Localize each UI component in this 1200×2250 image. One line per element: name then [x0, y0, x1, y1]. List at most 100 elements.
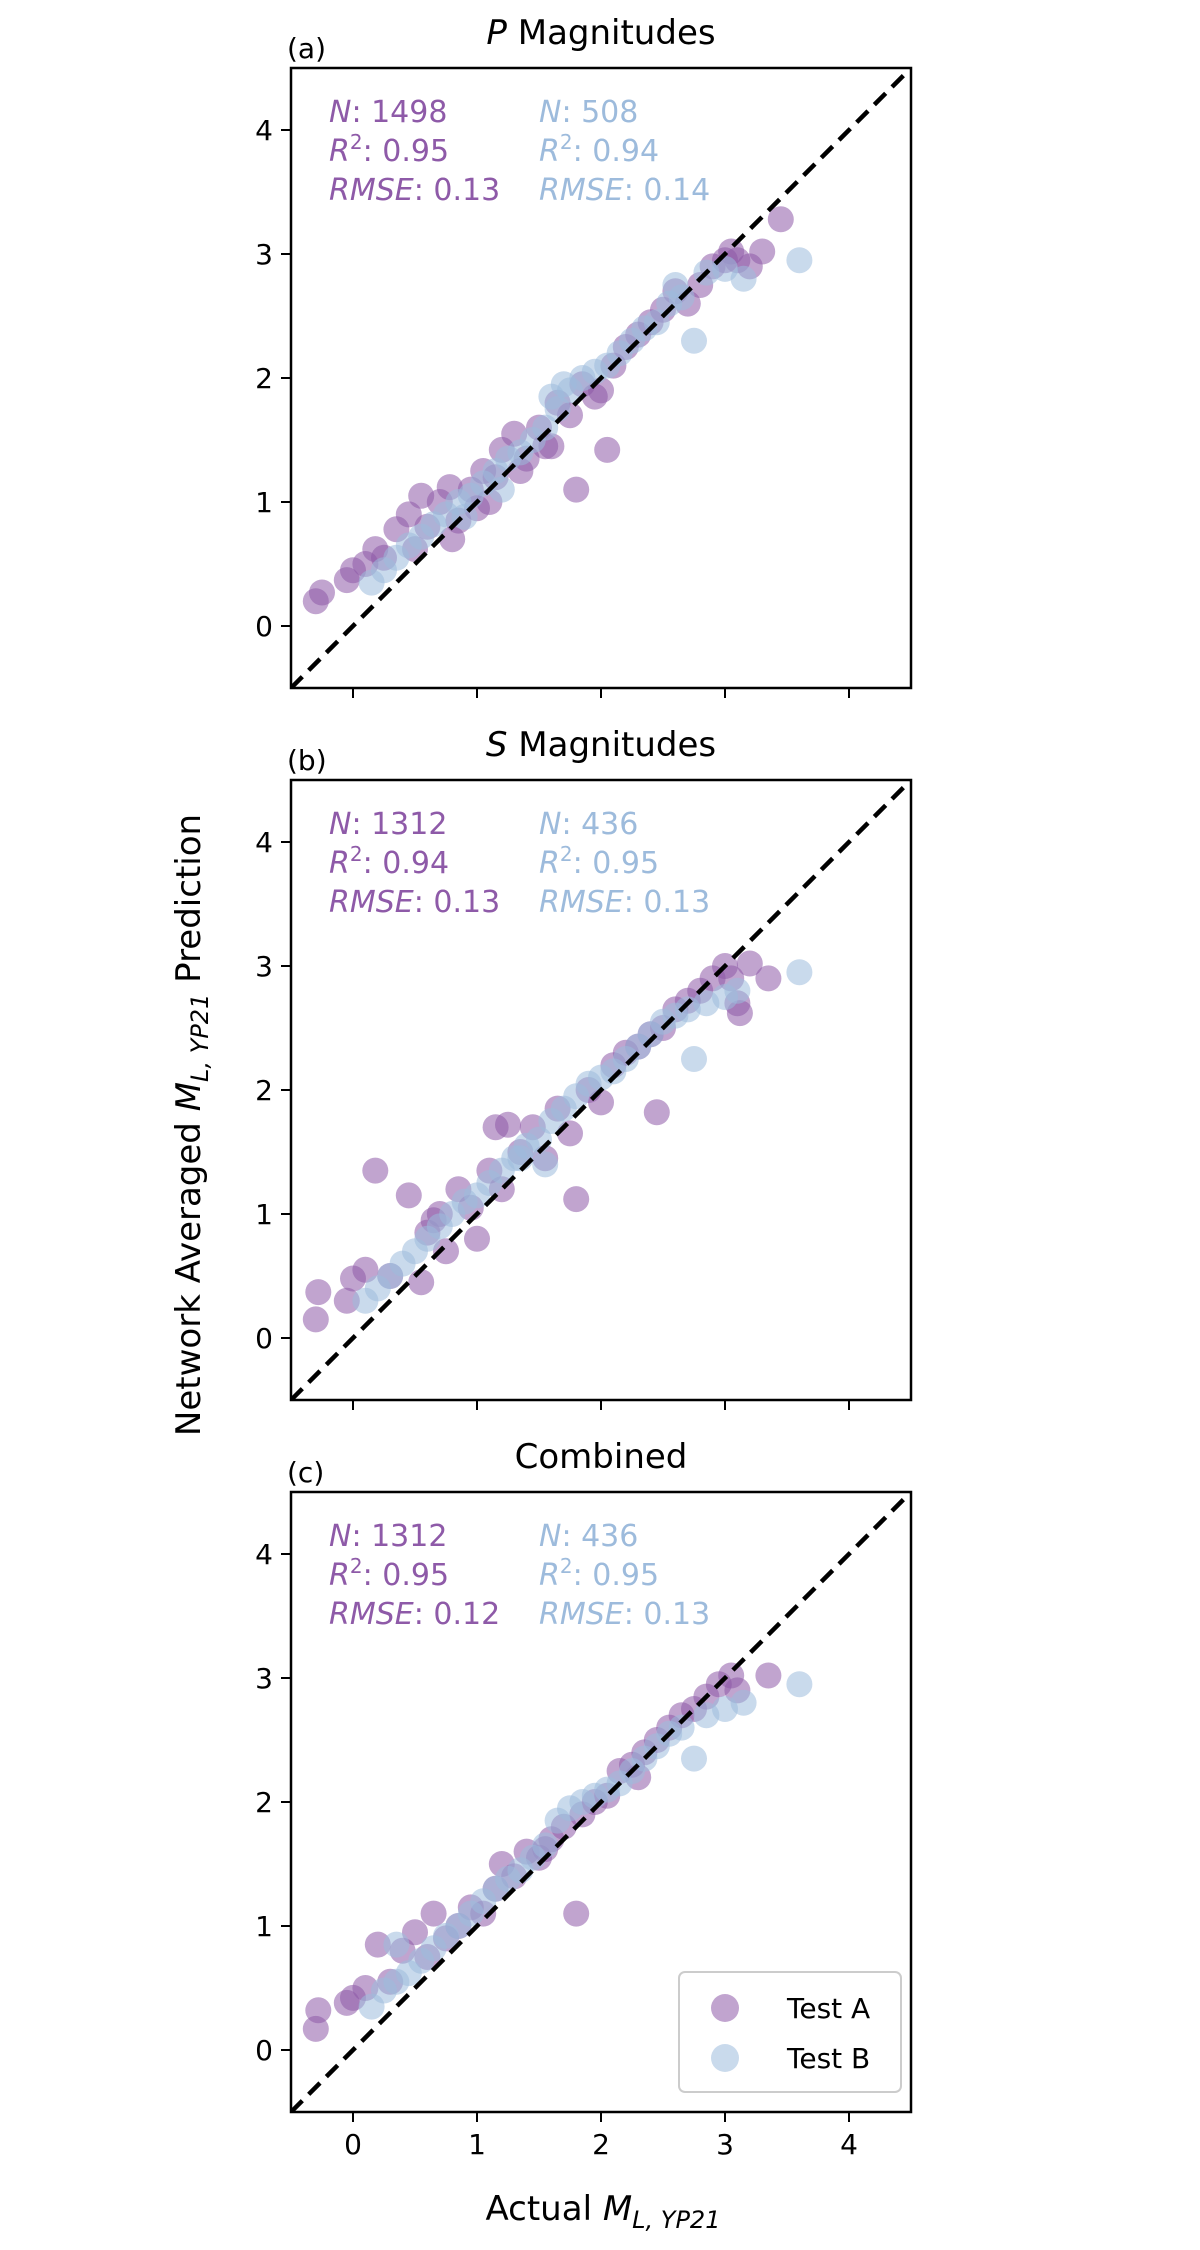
data-point — [730, 1689, 757, 1716]
data-point — [736, 950, 763, 977]
data-point — [643, 1099, 670, 1126]
panel-title: Combined — [515, 1437, 688, 1477]
panel-title-italic: S — [486, 725, 508, 765]
y-tick-label: 0 — [255, 2034, 273, 2067]
y-axis-label-math: M — [169, 1082, 209, 1111]
stats-n-test-b: N: 436 — [539, 1519, 638, 1554]
data-point — [563, 476, 590, 503]
data-point — [482, 1114, 509, 1141]
data-point — [786, 1671, 813, 1698]
stats-rmse-test-b: RMSE: 0.13 — [539, 1597, 710, 1632]
data-point — [681, 1046, 707, 1072]
data-point — [420, 1900, 447, 1927]
stats-r-test-b: R2: 0.95 — [539, 1554, 659, 1593]
panel-title-text: Magnitudes — [507, 725, 716, 765]
identity-line — [291, 1492, 911, 2112]
y-tick-label: 1 — [255, 486, 273, 519]
y-tick-label: 3 — [255, 950, 273, 983]
series-test-b — [358, 1671, 813, 2020]
y-tick-label: 3 — [255, 238, 273, 271]
y-axis-label-sub: L, YP21 — [186, 994, 214, 1082]
y-tick-label: 2 — [255, 1786, 273, 1819]
data-point — [532, 1151, 559, 1178]
data-point — [681, 327, 707, 354]
panel-label: (a) — [287, 32, 326, 65]
data-point — [786, 247, 813, 274]
x-tick-label: 2 — [592, 2128, 610, 2161]
y-tick-label: 3 — [255, 1662, 273, 1695]
y-tick-label: 2 — [255, 362, 273, 395]
x-axis-label-sub: L, YP21 — [632, 2206, 720, 2234]
data-point — [662, 272, 689, 298]
y-axis-label-post: Prediction — [169, 814, 209, 994]
panel-label: (c) — [287, 1456, 324, 1489]
identity-line — [291, 780, 911, 1400]
scatter-points — [302, 950, 813, 1333]
data-point — [786, 959, 813, 986]
panel-title: P Magnitudes — [486, 13, 715, 53]
stats-r-test-b: R2: 0.95 — [539, 842, 659, 881]
y-tick-label: 1 — [255, 1910, 273, 1943]
y-tick-label: 4 — [255, 1538, 273, 1571]
data-point — [767, 206, 794, 233]
y-tick-label: 4 — [255, 826, 273, 859]
x-axis-label: Actual ML, YP21 — [486, 2189, 721, 2234]
identity-line — [291, 68, 911, 688]
data-point — [730, 265, 757, 292]
data-point — [395, 1182, 422, 1209]
panel-title-text: Magnitudes — [507, 13, 716, 53]
y-tick-label: 0 — [255, 1322, 273, 1355]
stats-n-test-a: N: 1312 — [329, 1519, 447, 1554]
scatter-points — [302, 206, 813, 615]
data-point — [402, 1919, 428, 1946]
data-point — [395, 501, 422, 528]
data-point — [408, 1269, 435, 1296]
x-tick-label: 4 — [840, 2128, 858, 2161]
data-point — [532, 414, 559, 441]
series-test-b — [358, 247, 813, 596]
data-point — [668, 1714, 695, 1741]
y-axis-label: Network Averaged ML, YP21 Prediction — [169, 814, 214, 1436]
data-point — [507, 1145, 534, 1172]
data-point — [488, 476, 515, 503]
stats-rmse-test-a: RMSE: 0.12 — [329, 1597, 500, 1632]
data-point — [550, 371, 577, 398]
y-tick-label: 0 — [255, 610, 273, 643]
stats-r-test-a: R2: 0.95 — [329, 1554, 449, 1593]
legend-marker — [711, 1994, 739, 2022]
data-point — [302, 1306, 329, 1333]
data-point — [362, 1157, 389, 1184]
stats-r-test-a: R2: 0.94 — [329, 842, 449, 881]
data-point — [749, 238, 776, 265]
data-point — [563, 1186, 590, 1213]
x-tick-label: 1 — [468, 2128, 486, 2161]
x-axis-label-pre: Actual — [486, 2189, 603, 2229]
data-point — [464, 1225, 490, 1252]
data-point — [755, 965, 782, 992]
data-point — [563, 1900, 590, 1927]
data-point — [364, 1931, 391, 1958]
data-point — [333, 1287, 360, 1314]
data-point — [352, 1256, 379, 1283]
panels: (a) P Magnitudes 0 1 2 3 4 N: 1498 R2: 0.95 RMSE:… — [255, 13, 913, 2161]
legend-label: Test A — [786, 1992, 870, 2025]
y-axis-label-pre: Network Averaged — [169, 1111, 209, 1436]
data-point — [383, 1931, 410, 1958]
data-point — [724, 977, 751, 1004]
y-tick-label: 2 — [255, 1074, 273, 1107]
stats-rmse-test-b: RMSE: 0.13 — [539, 885, 710, 920]
stats-rmse-test-a: RMSE: 0.13 — [329, 885, 500, 920]
data-point — [681, 1745, 707, 1772]
data-point — [309, 579, 335, 606]
data-point — [755, 1662, 782, 1689]
data-point — [594, 436, 621, 463]
stats-n-test-a: N: 1498 — [329, 95, 447, 130]
stats-n-test-a: N: 1312 — [329, 807, 447, 842]
stats-rmse-test-b: RMSE: 0.14 — [539, 173, 710, 208]
x-axis-label-math: M — [603, 2189, 632, 2229]
legend-label: Test B — [786, 2042, 870, 2075]
